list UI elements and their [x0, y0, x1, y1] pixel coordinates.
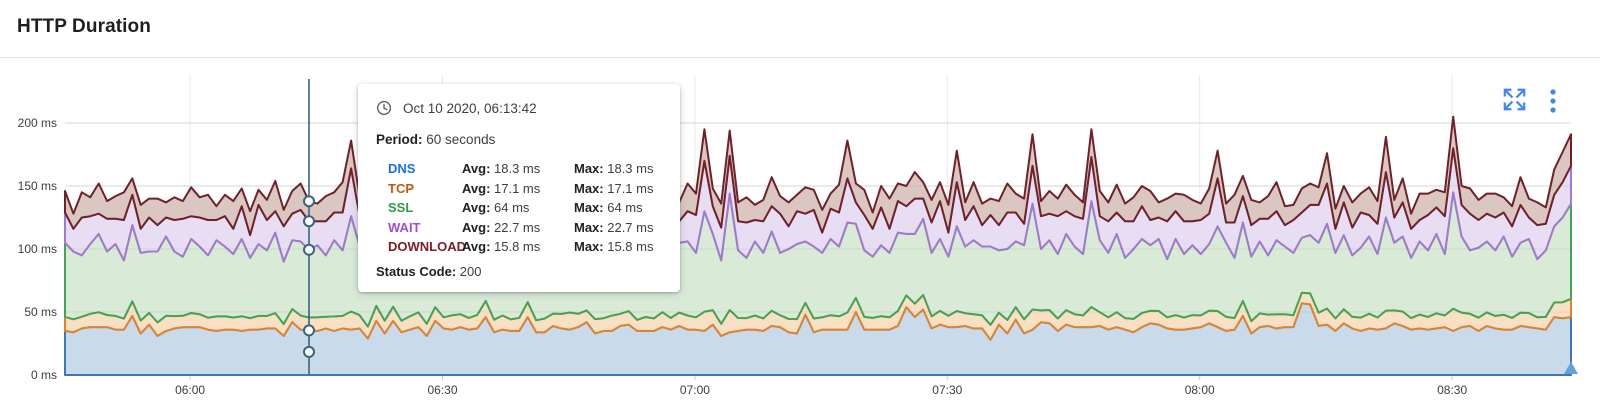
widget-header: HTTP Duration	[0, 0, 1600, 58]
y-axis-label: 200 ms	[17, 116, 57, 130]
clock-icon	[376, 100, 392, 116]
series-name: DOWNLOAD	[388, 239, 466, 255]
series-avg: Avg: 64 ms	[462, 200, 530, 216]
x-axis-label: 07:30	[932, 383, 963, 397]
series-name: TCP	[388, 180, 414, 196]
tooltip-series-row: TCP Avg: 17.1 ms Max: 17.1 ms	[374, 179, 664, 199]
tooltip-header: Oct 10 2020, 06:13:42	[376, 100, 664, 116]
series-name: DNS	[388, 161, 416, 176]
y-axis-label: 100 ms	[17, 242, 57, 256]
tooltip-series-row: SSL Avg: 64 ms Max: 64 ms	[374, 198, 664, 218]
tooltip-series-row: DOWNLOAD Avg: 15.8 ms Max: 15.8 ms	[374, 237, 664, 257]
tooltip-status: Status Code: 200	[376, 264, 664, 279]
x-axis-label: 06:00	[175, 383, 206, 397]
series-name: SSL	[388, 200, 414, 216]
x-axis-label: 06:30	[427, 383, 458, 397]
fullscreen-icon	[1503, 88, 1526, 111]
series-max: Max: 18.3 ms	[574, 161, 654, 176]
more-options-button[interactable]	[1546, 86, 1560, 116]
series-max: Max: 64 ms	[574, 200, 643, 216]
status-label: Status Code:	[376, 263, 457, 279]
expand-button[interactable]	[1498, 83, 1531, 116]
series-avg: Avg: 15.8 ms	[462, 239, 541, 255]
series-avg: Avg: 22.7 ms	[462, 219, 541, 235]
y-axis-label: 0 ms	[30, 368, 57, 382]
series-max: Max: 17.1 ms	[574, 180, 654, 196]
period-label: Period:	[376, 132, 423, 147]
series-avg: Avg: 18.3 ms	[462, 161, 541, 176]
tooltip-timestamp: Oct 10 2020, 06:13:42	[403, 100, 537, 116]
series-max: Max: 22.7 ms	[574, 219, 654, 235]
series-avg: Avg: 17.1 ms	[462, 180, 541, 196]
y-axis-label: 150 ms	[17, 179, 57, 193]
kebab-menu-icon	[1550, 89, 1556, 113]
x-axis-label: 07:00	[679, 383, 710, 397]
chart-tooltip: Oct 10 2020, 06:13:42 Period: 60 seconds…	[358, 84, 680, 292]
x-axis-label: 08:30	[1437, 383, 1468, 397]
tooltip-period: Period: 60 seconds	[376, 132, 664, 147]
tooltip-series-row: DNS Avg: 18.3 ms Max: 18.3 ms	[374, 159, 664, 179]
period-value: 60 seconds	[426, 132, 496, 147]
tooltip-series-row: WAIT Avg: 22.7 ms Max: 22.7 ms	[374, 218, 664, 238]
series-max: Max: 15.8 ms	[574, 239, 654, 255]
y-axis-label: 50 ms	[24, 305, 57, 319]
page-title: HTTP Duration	[17, 16, 151, 37]
series-name: WAIT	[388, 219, 421, 235]
tooltip-series-table: DNS Avg: 18.3 ms Max: 18.3 ms TCP Avg: 17.1 …	[374, 159, 664, 257]
x-axis-label: 08:00	[1184, 383, 1215, 397]
status-value: 200	[459, 263, 482, 279]
